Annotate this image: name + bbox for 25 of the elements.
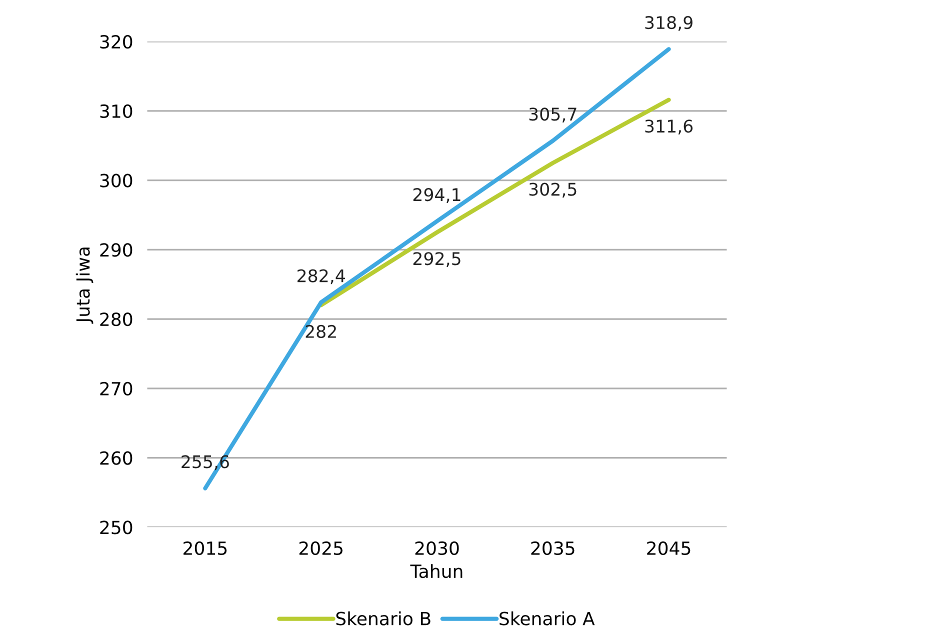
data-label: 311,6 bbox=[645, 120, 693, 134]
data-label: 282 bbox=[306, 324, 336, 338]
x-tick-label: 2015 bbox=[184, 541, 227, 556]
legend-label: Skenario A bbox=[500, 611, 595, 626]
y-tick-label: 290 bbox=[100, 243, 132, 257]
x-tick-label: 2035 bbox=[531, 541, 574, 556]
x-tick-label: 2025 bbox=[299, 541, 342, 556]
y-tick-label: 320 bbox=[100, 34, 132, 49]
y-tick-label: 280 bbox=[100, 312, 132, 326]
y-tick-label: 260 bbox=[100, 451, 132, 465]
y-tick-label: 250 bbox=[100, 520, 132, 534]
data-label: 282,4 bbox=[298, 269, 345, 284]
data-label: 302,5 bbox=[529, 182, 576, 198]
data-label: 305,7 bbox=[529, 108, 576, 122]
y-tick-label: 300 bbox=[100, 174, 132, 188]
y-tick-label: 310 bbox=[100, 104, 132, 118]
data-label: 292,5 bbox=[413, 252, 460, 267]
y-tick-label: 270 bbox=[100, 382, 132, 396]
legend-label: Skenario B bbox=[336, 611, 430, 626]
x-axis-title: Tahun bbox=[410, 564, 462, 578]
x-tick-label: 2045 bbox=[647, 541, 690, 556]
data-label: 294,1 bbox=[413, 188, 460, 203]
data-label: 318,9 bbox=[645, 16, 692, 31]
y-axis-title: Juta Jiwa bbox=[76, 248, 94, 324]
x-tick-label: 2030 bbox=[415, 541, 459, 556]
